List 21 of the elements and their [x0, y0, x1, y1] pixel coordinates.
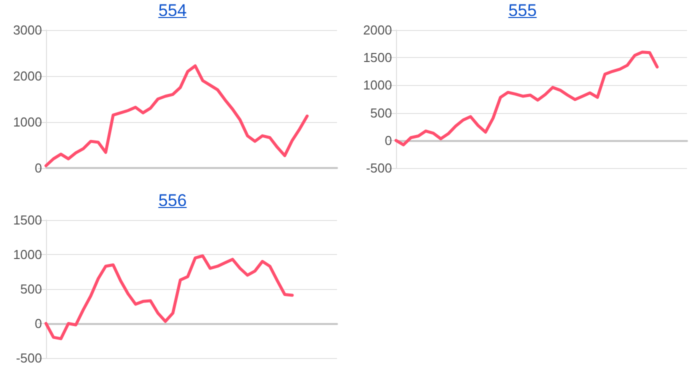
y-tick-label: -500 [366, 160, 392, 176]
y-tick-label: 3000 [13, 22, 42, 38]
y-tick-label: 1000 [13, 247, 42, 262]
y-tick-label: 0 [34, 160, 42, 176]
y-tick-label: 0 [384, 132, 392, 148]
y-tick-label: 2000 [13, 68, 42, 84]
y-tick-label: 500 [20, 282, 42, 296]
y-tick-label: 1000 [13, 114, 42, 130]
line-series [44, 64, 309, 168]
chart-title: 555 [507, 0, 538, 22]
y-tick-label: 500 [370, 105, 392, 120]
y-tick-label: 1500 [13, 212, 42, 228]
chart-title: 554 [157, 0, 188, 22]
y-tick-label: 1500 [363, 50, 392, 66]
y-tick-label: 2000 [363, 22, 392, 38]
y-tick-label: 0 [34, 316, 42, 331]
line-series [44, 254, 294, 340]
chart-title: 556 [157, 190, 188, 212]
y-tick-label: 1000 [363, 78, 392, 93]
y-tick-label: -500 [16, 350, 42, 366]
line-series [394, 50, 659, 146]
